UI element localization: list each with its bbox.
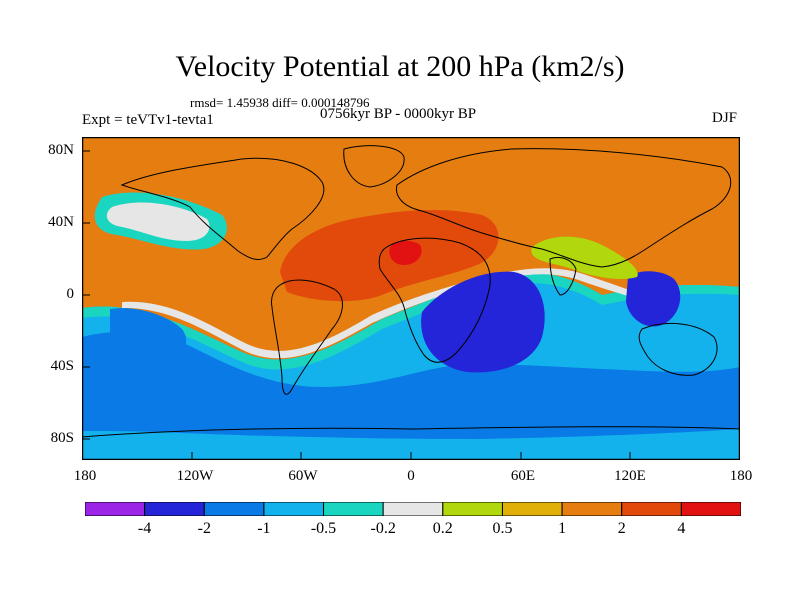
colorbar [85, 502, 741, 516]
coast-europe-asia [395, 148, 732, 268]
velocity-potential-map [82, 137, 740, 460]
lat-label-0: 0 [66, 286, 75, 302]
colorbar-label: -2 [197, 520, 211, 537]
lon-label-120e: 120E [614, 468, 646, 484]
colorbar-cell-5 [382, 502, 444, 516]
experiment-label: Expt = teVTv1-tevta1 [82, 112, 214, 128]
field-pos-max-africa [389, 240, 422, 265]
lat-label-80n: 80N [48, 142, 74, 158]
field-zero-band [122, 268, 657, 359]
field-zero-north-pacific [106, 202, 210, 241]
season-label: DJF [712, 110, 738, 126]
colorbar-cell-7 [501, 502, 563, 516]
lon-label-180-west: 180 [73, 468, 97, 484]
coast-south-america [271, 279, 343, 395]
coast-africa [378, 237, 491, 363]
plot-title: Velocity Potential at 200 hPa (km2/s) [175, 50, 625, 83]
coast-india [549, 256, 577, 296]
colorbar-label: -4 [137, 520, 152, 537]
colorbar-label: 0.2 [432, 520, 453, 537]
colorbar-cell-1 [144, 502, 205, 516]
stats-text: rmsd= 1.45938 diff= 0.000148796 [190, 95, 370, 110]
colorbar-label: 0.5 [492, 520, 513, 537]
field-neg-strong-maritime [626, 271, 681, 327]
lon-label-180-east: 180 [729, 468, 753, 484]
coast-australia [638, 323, 718, 376]
coastlines [82, 145, 740, 438]
period-text: 0756kyr BP - 0000kyr BP [320, 106, 477, 122]
lat-label-80s: 80S [50, 430, 74, 446]
colorbar-label: 4 [677, 520, 686, 537]
colorbar-label: -1 [257, 520, 271, 537]
colorbar-cell-4 [323, 502, 384, 516]
colorbar-cell-6 [442, 502, 503, 516]
colorbar-cell-0 [85, 502, 146, 516]
lon-label-60e: 60E [510, 468, 536, 484]
colorbar-cell-3 [263, 502, 325, 516]
colorbar-cell-10 [680, 502, 741, 516]
field-pos-strong-atlantic [280, 210, 499, 302]
colorbar-cell-8 [561, 502, 623, 516]
lat-label-40n: 40N [48, 214, 74, 230]
field-neg-strong-africa [421, 271, 545, 373]
colorbar-label: -0.2 [370, 520, 396, 537]
colorbar-cell-2 [203, 502, 265, 516]
colorbar-label: 2 [617, 520, 626, 537]
colorbar-cell-9 [621, 502, 682, 516]
coast-antarctica [82, 426, 740, 438]
map-ticks [82, 150, 631, 460]
lat-label-40s: 40S [50, 358, 74, 374]
coast-north-america [120, 157, 325, 260]
coast-greenland [343, 145, 405, 188]
field-weak-pos-east-asia [531, 236, 638, 280]
colorbar-label: -0.5 [310, 520, 337, 537]
colorbar-label: 1 [558, 520, 567, 537]
lon-label-60w: 60W [288, 468, 318, 484]
field-neg-1-south [82, 331, 740, 439]
lon-label-0: 0 [407, 468, 415, 484]
lon-label-120w: 120W [176, 468, 214, 484]
field-neg-2-south-pacific [110, 308, 187, 364]
